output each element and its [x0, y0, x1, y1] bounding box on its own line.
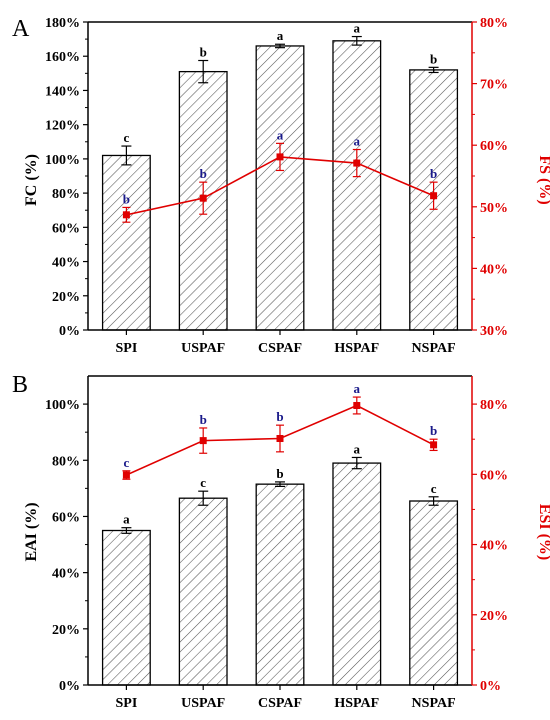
panel-a-right-tick-label: 70%	[480, 78, 508, 93]
panel-b-right-tick-label: 0%	[480, 679, 501, 694]
panel-a-left-tick-label: 140%	[45, 84, 80, 99]
panel-a-category-label: USPAF	[181, 341, 225, 356]
panel-a-line-letter: a	[277, 127, 284, 142]
panel-a-bars: c b a a b	[101, 21, 459, 331]
panel-a-line-point-hspaf	[353, 159, 361, 167]
panel-a-line-point-spi	[122, 211, 130, 219]
panel-a-bar-letter: b	[200, 45, 207, 60]
panel-b-left-tick-label: 0%	[59, 679, 80, 694]
panel-b: B a c b a c c b b a b 0% 20% 40% 60% 80% 100% 0% 20% 40%…	[12, 372, 550, 711]
panel-b-left-tick-label: 40%	[52, 567, 80, 582]
panel-a-left-tick-label: 120%	[45, 119, 80, 134]
panel-a-line: b b a a b	[122, 127, 438, 223]
panel-b-right-tick-label: 60%	[480, 468, 508, 483]
panel-b-bar-letter: c	[431, 481, 437, 496]
panel-b-category-label: NSPAF	[412, 696, 456, 711]
panel-a-category-label: SPI	[116, 341, 138, 356]
panel-b-bars: a c b a c	[101, 441, 459, 686]
panel-a-left-axis-title: FC (%)	[23, 154, 40, 206]
panel-b-line-letter: b	[200, 412, 207, 427]
panel-b-bar-hspaf	[332, 462, 382, 686]
panel-b-line-point-hspaf	[353, 401, 361, 409]
panel-a-label: A	[12, 16, 30, 42]
panel-b-line-point-nspaf	[430, 441, 438, 449]
panel-a-category-label: CSPAF	[258, 341, 302, 356]
panel-b-right-axis-title: ESI (%)	[536, 504, 550, 560]
panel-a-right-tick-label: 80%	[480, 16, 508, 31]
panel-b-bar-letter: b	[276, 466, 283, 481]
panel-b-bar-cspaf	[255, 483, 305, 686]
panel-b-line-point-spi	[122, 471, 130, 479]
panel-a-bar-letter: b	[430, 51, 437, 66]
panel-b-label: B	[12, 372, 28, 398]
panel-b-line-point-cspaf	[276, 435, 284, 443]
panel-a-right-axis-title: FS (%)	[536, 155, 550, 204]
panel-a-bar-letter: a	[354, 21, 361, 36]
panel-b-line: c b b a b	[122, 381, 438, 480]
panel-a-bar-hspaf	[332, 40, 382, 331]
panel-a-bar-spi	[101, 154, 151, 331]
panel-a-left-tick-label: 20%	[52, 290, 80, 305]
panel-a-right-tick-label: 40%	[480, 262, 508, 277]
panel-b-category-label: USPAF	[181, 696, 225, 711]
panel-b-left-tick-label: 80%	[52, 454, 80, 469]
panel-b-bar-letter: a	[123, 512, 130, 527]
panel-a-right-tick-label: 60%	[480, 139, 508, 154]
panel-b-line-letter: a	[354, 381, 361, 396]
panel-b-line-letter: c	[124, 455, 130, 470]
panel-a-bar-cspaf	[255, 45, 305, 331]
panel-a-left-tick-label: 60%	[52, 221, 80, 236]
panel-b-bar-uspaf	[178, 497, 228, 686]
panel-b-bar-letter: a	[354, 441, 361, 456]
panel-a-left-tick-label: 0%	[59, 324, 80, 339]
panel-b-category-label: HSPAF	[334, 696, 379, 711]
panel-b-category-label: CSPAF	[258, 696, 302, 711]
panel-b-right-tick-label: 80%	[480, 398, 508, 413]
panel-a-line-point-uspaf	[199, 194, 207, 202]
panel-b-left-axis-title: EAI (%)	[23, 502, 40, 561]
panel-b-right-tick-label: 40%	[480, 539, 508, 554]
panel-b-line-letter: b	[430, 423, 437, 438]
panel-a-bar-letter: a	[277, 28, 284, 43]
panel-a-left-tick-label: 40%	[52, 256, 80, 271]
panel-a-bar-letter: c	[124, 130, 130, 145]
panel-a: A c b a a b b b a a b 0% 20% 40% 60% 80% 100% 120% 140%…	[12, 16, 550, 356]
panel-a-left-tick-label: 100%	[45, 153, 80, 168]
panel-a-right-tick-label: 30%	[480, 324, 508, 339]
panel-b-left-tick-label: 20%	[52, 623, 80, 638]
panel-b-bar-spi	[101, 529, 151, 686]
panel-a-left-tick-label: 160%	[45, 50, 80, 65]
panel-b-bar-letter: c	[200, 475, 206, 490]
panel-b-axes: 0% 20% 40% 60% 80% 100% 0% 20% 40% 60% 80% SPI USPAF…	[45, 375, 508, 711]
panel-a-axes: 0% 20% 40% 60% 80% 100% 120% 140% 160% 180% 30% 40%…	[45, 16, 508, 356]
panel-b-right-tick-label: 20%	[480, 609, 508, 624]
panel-a-line-point-nspaf	[430, 192, 438, 200]
panel-a-line-letter: b	[200, 166, 207, 181]
panel-b-left-tick-label: 100%	[45, 398, 80, 413]
panel-a-line-letter: a	[354, 134, 361, 149]
panel-b-category-label: SPI	[116, 696, 138, 711]
panel-a-category-label: NSPAF	[412, 341, 456, 356]
panel-a-left-tick-label: 80%	[52, 187, 80, 202]
panel-a-line-letter: b	[123, 191, 130, 206]
panel-b-left-tick-label: 60%	[52, 510, 80, 525]
panel-a-right-tick-label: 50%	[480, 201, 508, 216]
panel-b-line-point-uspaf	[199, 437, 207, 445]
panel-a-line-point-cspaf	[276, 153, 284, 161]
panel-a-line-letter: b	[430, 166, 437, 181]
panel-a-left-tick-label: 180%	[45, 16, 80, 31]
panel-b-line-letter: b	[276, 409, 283, 424]
panel-b-bar-nspaf	[409, 500, 459, 686]
panel-a-category-label: HSPAF	[334, 341, 379, 356]
